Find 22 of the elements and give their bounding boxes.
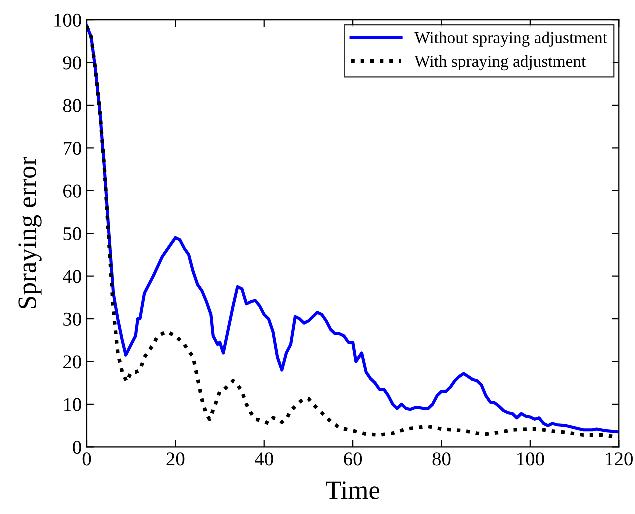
x-tick-label: 120	[606, 452, 633, 466]
y-tick-label: 60	[64, 184, 82, 198]
x-tick-label: 40	[255, 452, 274, 466]
y-tick-label: 0	[73, 440, 82, 454]
x-tick-label: 80	[432, 452, 451, 466]
y-axis-title: Spraying error	[18, 157, 42, 308]
y-tick-label: 40	[63, 270, 82, 284]
y-tick-label: 80	[63, 99, 82, 112]
y-tick-label: 90	[63, 56, 82, 70]
y-tick-label: 10	[64, 398, 82, 412]
y-tick-label: 70	[64, 142, 82, 156]
x-axis-title: Time	[326, 482, 380, 500]
legend-label: With spraying adjustment	[414, 55, 586, 71]
x-tick-label: 60	[344, 452, 362, 466]
legend-label: Without spraying adjustment	[414, 32, 608, 47]
x-tick-label: 0	[82, 452, 92, 466]
y-tick-label: 20	[64, 356, 82, 369]
y-tick-label: 100	[54, 14, 82, 27]
x-tick-label: 100	[518, 452, 544, 466]
y-tick-label: 50	[64, 227, 82, 241]
x-tick-label: 20	[166, 452, 185, 466]
y-tick-label: 30	[64, 312, 82, 326]
